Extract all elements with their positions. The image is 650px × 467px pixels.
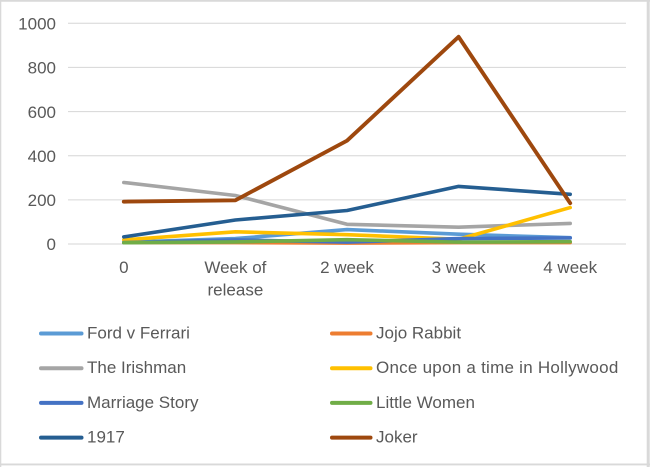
svg-text:400: 400 <box>28 147 56 166</box>
svg-text:4 week: 4 week <box>543 258 597 277</box>
svg-text:release: release <box>208 280 264 299</box>
svg-text:Marriage Story: Marriage Story <box>87 393 199 412</box>
svg-text:200: 200 <box>28 191 56 210</box>
svg-text:Jojo Rabbit: Jojo Rabbit <box>376 324 461 343</box>
svg-text:3 week: 3 week <box>432 258 486 277</box>
svg-text:The Irishman: The Irishman <box>87 358 186 377</box>
svg-text:0: 0 <box>119 258 128 277</box>
svg-text:Joker: Joker <box>376 428 418 447</box>
svg-text:Little Women: Little Women <box>376 393 475 412</box>
svg-text:800: 800 <box>28 59 56 78</box>
svg-text:2 week: 2 week <box>320 258 374 277</box>
svg-text:Once upon a time in Hollywood: Once upon a time in Hollywood <box>376 358 619 377</box>
svg-text:Week of: Week of <box>204 258 266 277</box>
svg-text:1917: 1917 <box>87 428 125 447</box>
svg-text:1000: 1000 <box>18 14 56 33</box>
svg-text:Ford v Ferrari: Ford v Ferrari <box>87 324 190 343</box>
svg-text:600: 600 <box>28 103 56 122</box>
svg-text:0: 0 <box>47 235 56 254</box>
